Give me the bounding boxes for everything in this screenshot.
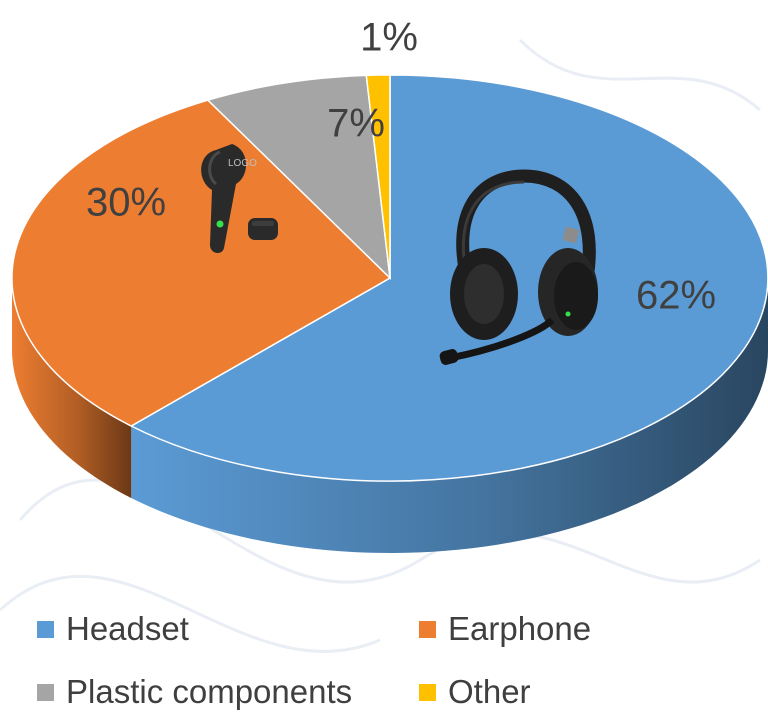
pie-slice-plastic-components bbox=[206, 74, 391, 281]
pie-slice-other bbox=[365, 74, 391, 279]
pie-slice-earphone bbox=[11, 99, 392, 427]
data-label-plastic-components: 7% bbox=[327, 102, 385, 146]
headset-icon bbox=[439, 169, 598, 365]
data-label-other: 1% bbox=[360, 16, 418, 60]
data-label-earphone: 30% bbox=[86, 181, 166, 225]
pie-side-shade-headset bbox=[131, 278, 768, 553]
earbud-logo-text: LOGO bbox=[228, 158, 257, 169]
pie-slices bbox=[11, 74, 768, 482]
data-label-headset: 62% bbox=[636, 274, 716, 318]
earbud-icon: LOGO bbox=[201, 144, 278, 254]
pie-slice-headset bbox=[129, 74, 768, 482]
